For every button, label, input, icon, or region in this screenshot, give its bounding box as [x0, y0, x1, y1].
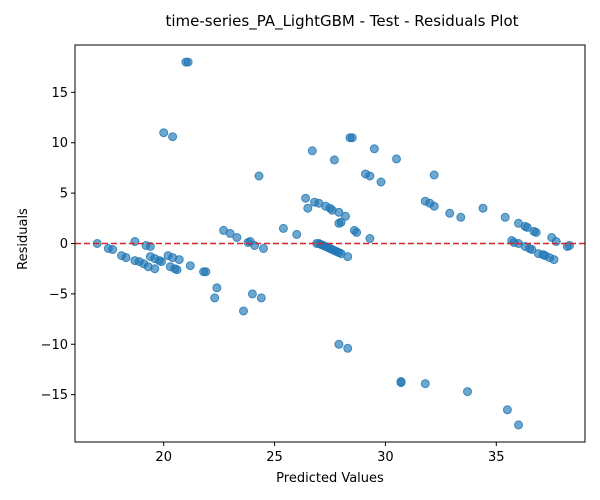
- data-points: [92, 57, 574, 430]
- data-point: [522, 222, 532, 232]
- data-point: [396, 378, 406, 388]
- data-point: [392, 154, 401, 164]
- data-point: [341, 211, 350, 221]
- data-point: [303, 203, 313, 213]
- data-point: [256, 293, 266, 303]
- data-point: [365, 234, 375, 243]
- data-point: [500, 212, 510, 222]
- data-point: [247, 289, 257, 299]
- y-tick-label: −10: [41, 338, 68, 353]
- data-point: [347, 133, 357, 143]
- y-tick-label: 5: [60, 187, 68, 202]
- y-tick-label: −5: [49, 287, 68, 302]
- x-tick-label: 20: [155, 450, 172, 465]
- data-point: [514, 420, 523, 430]
- chart-title: time-series_PA_LightGBM - Test - Residua…: [166, 12, 519, 31]
- axes: 20 25 30 35 −15 −10 −5 0 5 10 15: [41, 44, 586, 465]
- data-point: [369, 144, 379, 154]
- y-tick-label: 15: [51, 86, 68, 101]
- data-point: [292, 229, 302, 239]
- data-point: [157, 257, 166, 267]
- data-point: [429, 170, 439, 180]
- x-tick-label: 35: [488, 450, 505, 465]
- data-point: [463, 387, 472, 397]
- data-point: [336, 217, 346, 227]
- data-point: [278, 223, 288, 233]
- data-point: [445, 208, 455, 218]
- data-point: [168, 132, 178, 142]
- data-point: [174, 255, 184, 265]
- x-tick-label: 25: [266, 450, 283, 465]
- data-point: [210, 293, 220, 303]
- data-point: [334, 207, 344, 217]
- data-point: [159, 128, 169, 138]
- data-point: [343, 252, 353, 262]
- data-point: [376, 177, 386, 187]
- data-point: [150, 264, 160, 274]
- data-point: [549, 255, 559, 265]
- data-point: [502, 405, 512, 415]
- x-tick-label: 30: [377, 450, 394, 465]
- data-point: [334, 339, 344, 349]
- data-point: [329, 155, 339, 165]
- y-tick-label: 0: [60, 237, 68, 252]
- data-point: [183, 57, 193, 67]
- y-tick-label: 10: [51, 136, 68, 151]
- data-point: [478, 203, 488, 213]
- y-tick-label: −15: [41, 388, 68, 403]
- data-point: [429, 201, 439, 211]
- data-point: [232, 233, 242, 242]
- data-point: [185, 261, 195, 271]
- data-point: [456, 212, 466, 222]
- data-point: [225, 228, 235, 238]
- data-point: [121, 253, 131, 263]
- data-point: [145, 242, 155, 251]
- data-point: [239, 306, 248, 316]
- data-point: [201, 267, 211, 277]
- data-point: [108, 245, 118, 254]
- x-axis-label: Predicted Values: [276, 471, 384, 486]
- data-point: [254, 171, 264, 181]
- data-point: [343, 343, 353, 353]
- data-point: [172, 265, 182, 275]
- data-point: [531, 227, 541, 237]
- data-point: [352, 227, 362, 237]
- data-point: [212, 283, 222, 293]
- data-point: [301, 193, 311, 203]
- data-point: [420, 379, 430, 389]
- y-axis-label: Residuals: [16, 208, 31, 270]
- data-point: [307, 146, 317, 156]
- data-point: [365, 171, 375, 181]
- data-point: [527, 245, 537, 254]
- data-point: [259, 244, 268, 253]
